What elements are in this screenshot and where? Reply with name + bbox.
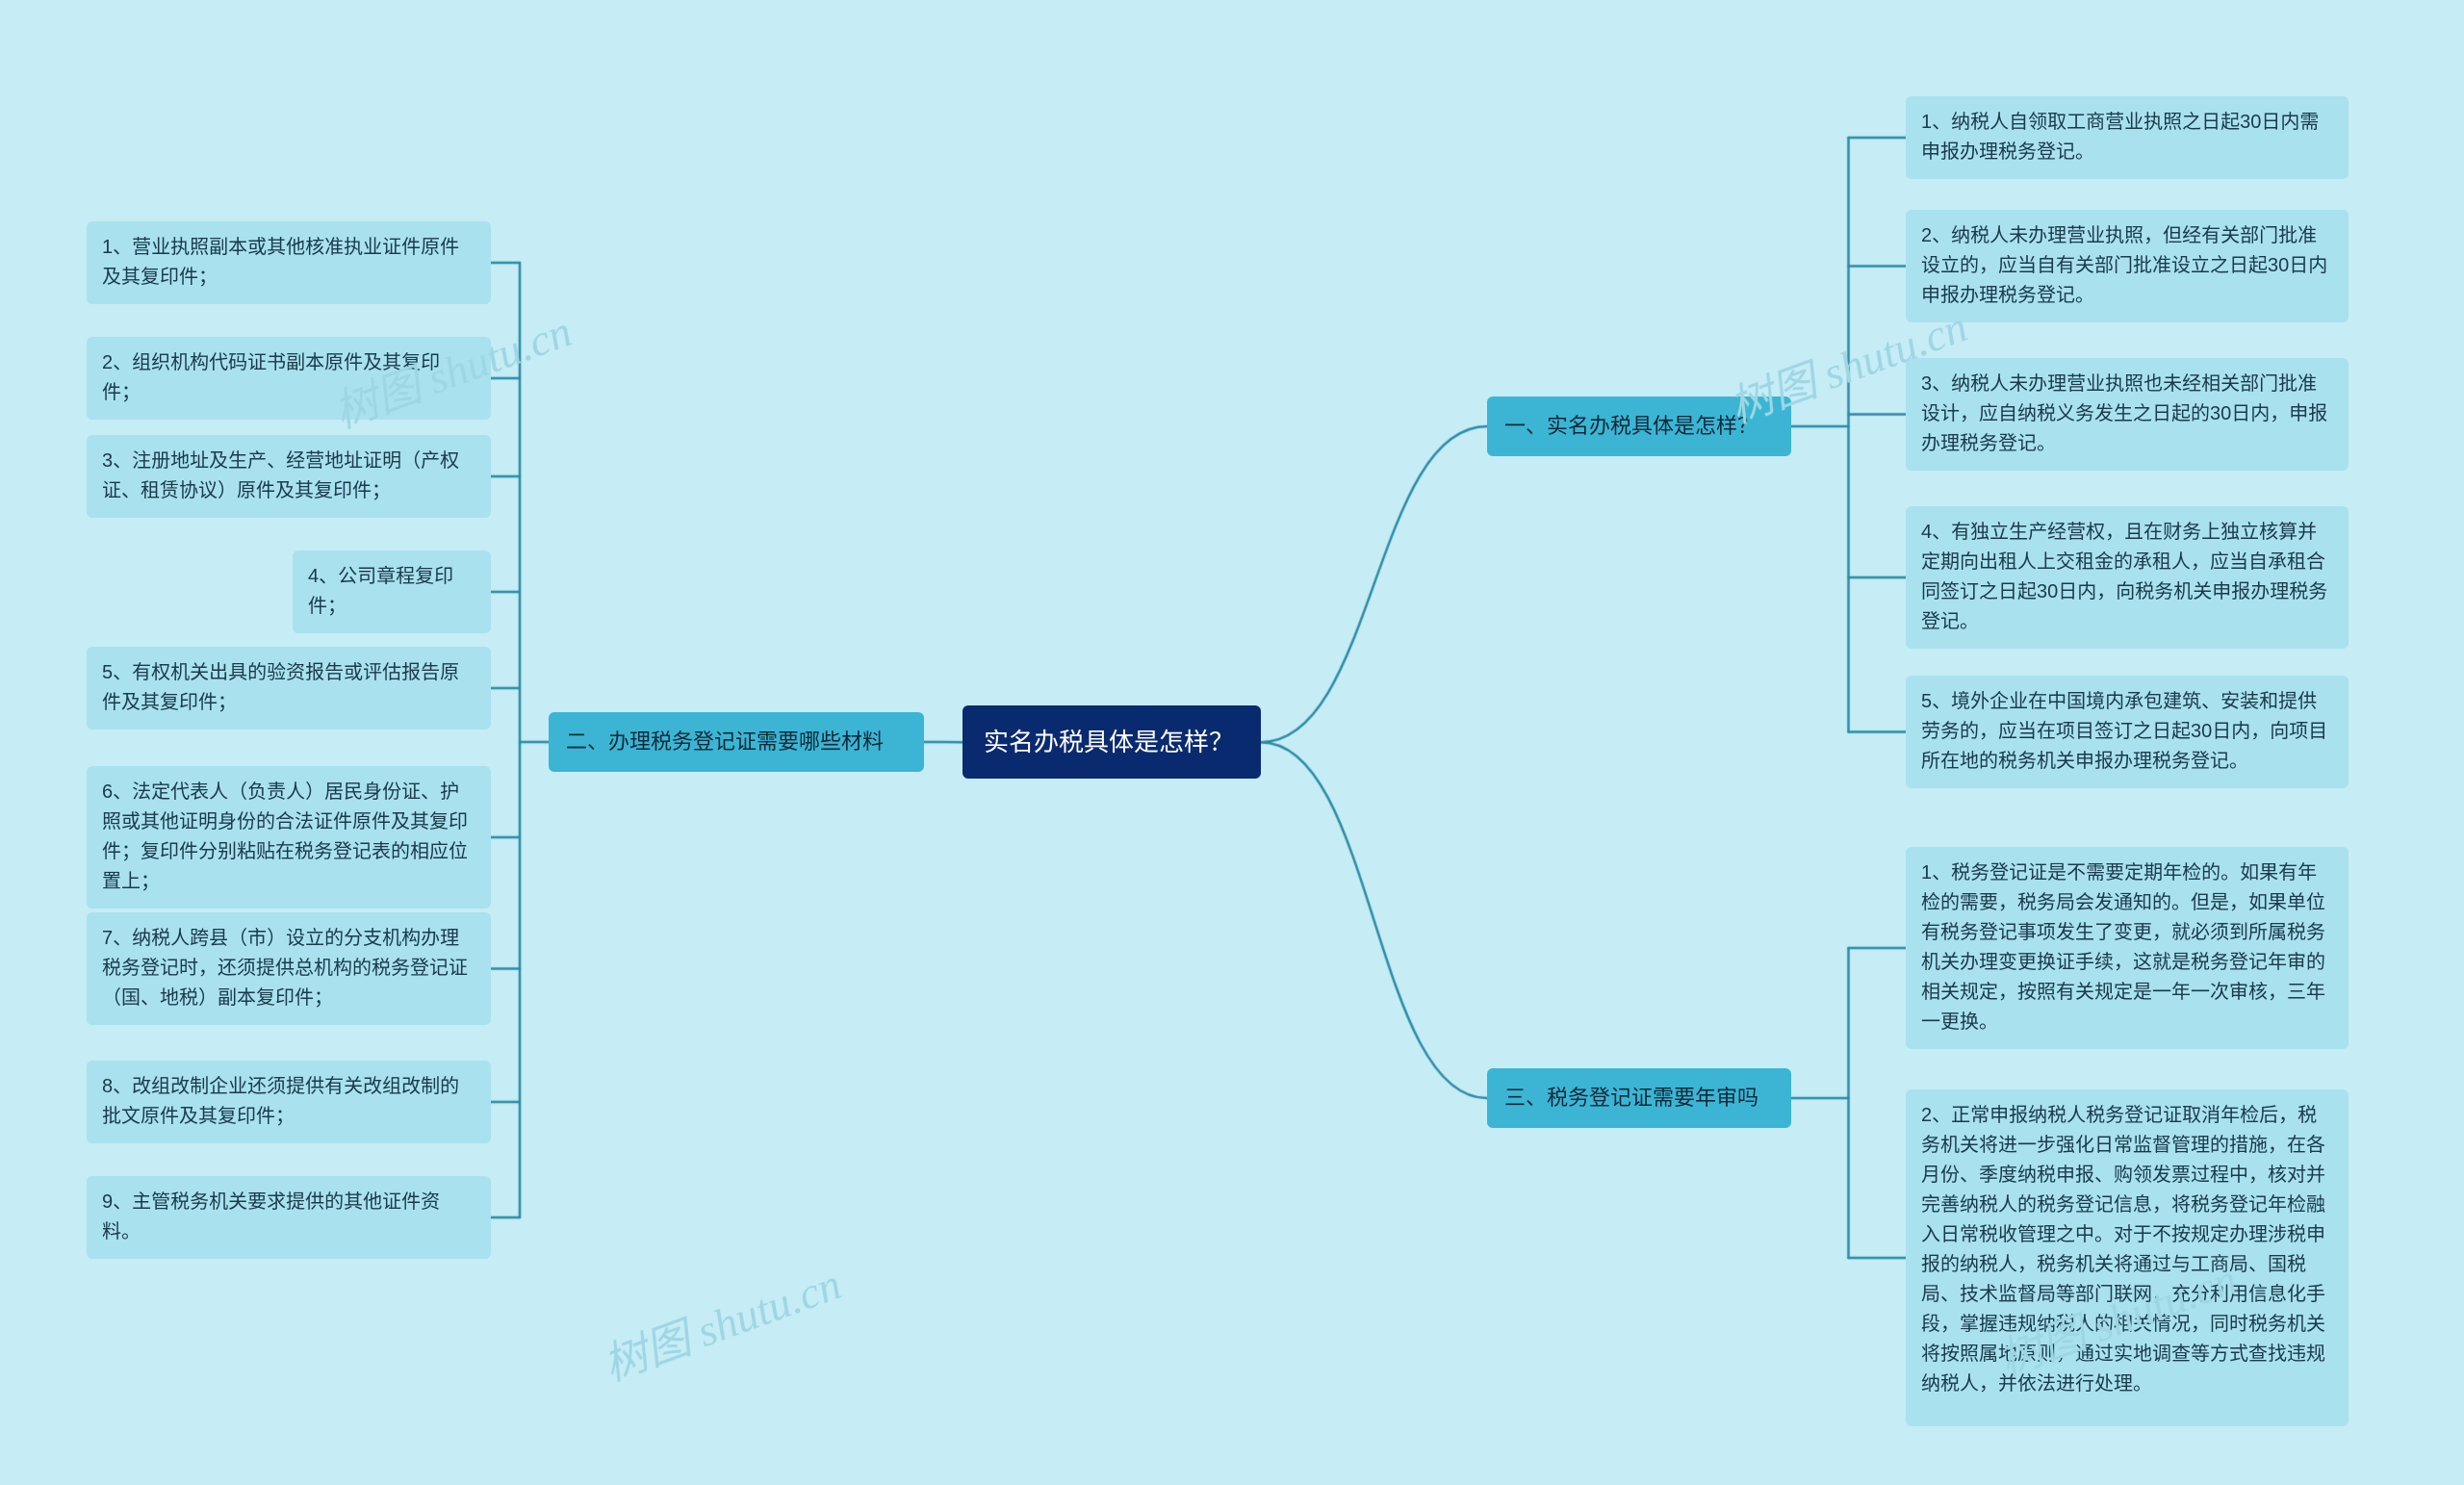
- leaf-node-b1l3: 3、纳税人未办理营业执照也未经相关部门批准设计，应自纳税义务发生之日起的30日内…: [1906, 358, 2348, 471]
- leaf-node-b2l7: 7、纳税人跨县（市）设立的分支机构办理税务登记时，还须提供总机构的税务登记证（国…: [87, 912, 491, 1025]
- leaf-node-b3l2: 2、正常申报纳税人税务登记证取消年检后，税务机关将进一步强化日常监督管理的措施，…: [1906, 1089, 2348, 1426]
- leaf-node-b2l2: 2、组织机构代码证书副本原件及其复印件；: [87, 337, 491, 420]
- leaf-node-b2l9: 9、主管税务机关要求提供的其他证件资料。: [87, 1176, 491, 1259]
- leaf-node-b2l4: 4、公司章程复印件；: [293, 550, 491, 633]
- leaf-node-b1l5: 5、境外企业在中国境内承包建筑、安装和提供劳务的，应当在项目签订之日起30日内，…: [1906, 676, 2348, 788]
- root-node: 实名办税具体是怎样？: [962, 705, 1261, 779]
- branch-node-b1: 一、实名办税具体是怎样？: [1487, 397, 1791, 456]
- leaf-node-b2l6: 6、法定代表人（负责人）居民身份证、护照或其他证明身份的合法证件原件及其复印件；…: [87, 766, 491, 909]
- leaf-node-b2l5: 5、有权机关出具的验资报告或评估报告原件及其复印件；: [87, 647, 491, 730]
- leaf-node-b2l1: 1、营业执照副本或其他核准执业证件原件及其复印件；: [87, 221, 491, 304]
- branch-node-b3: 三、税务登记证需要年审吗: [1487, 1068, 1791, 1128]
- branch-node-b2: 二、办理税务登记证需要哪些材料: [549, 712, 924, 772]
- leaf-node-b2l8: 8、改组改制企业还须提供有关改组改制的批文原件及其复印件；: [87, 1061, 491, 1143]
- leaf-node-b2l3: 3、注册地址及生产、经营地址证明（产权证、租赁协议）原件及其复印件；: [87, 435, 491, 518]
- leaf-node-b1l2: 2、纳税人未办理营业执照，但经有关部门批准设立的，应当自有关部门批准设立之日起3…: [1906, 210, 2348, 322]
- leaf-node-b1l4: 4、有独立生产经营权，且在财务上独立核算并定期向出租人上交租金的承租人，应当自承…: [1906, 506, 2348, 649]
- leaf-node-b3l1: 1、税务登记证是不需要定期年检的。如果有年检的需要，税务局会发通知的。但是，如果…: [1906, 847, 2348, 1049]
- leaf-node-b1l1: 1、纳税人自领取工商营业执照之日起30日内需申报办理税务登记。: [1906, 96, 2348, 179]
